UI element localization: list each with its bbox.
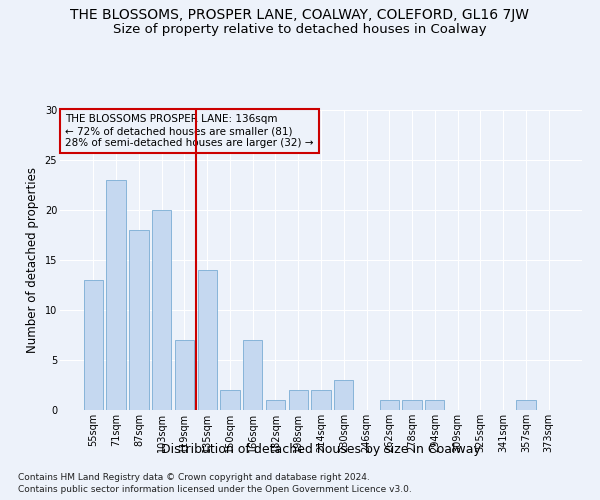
Bar	[311, 390, 331, 410]
Text: Distribution of detached houses by size in Coalway: Distribution of detached houses by size …	[161, 442, 481, 456]
Text: THE BLOSSOMS, PROSPER LANE, COALWAY, COLEFORD, GL16 7JW: THE BLOSSOMS, PROSPER LANE, COALWAY, COL…	[71, 8, 530, 22]
Bar	[289, 390, 308, 410]
Bar	[106, 180, 126, 410]
Bar	[175, 340, 194, 410]
Bar	[197, 270, 217, 410]
Bar	[220, 390, 239, 410]
Bar	[152, 210, 172, 410]
Bar	[403, 400, 422, 410]
Bar	[425, 400, 445, 410]
Bar	[243, 340, 262, 410]
Bar	[266, 400, 285, 410]
Text: THE BLOSSOMS PROSPER LANE: 136sqm
← 72% of detached houses are smaller (81)
28% : THE BLOSSOMS PROSPER LANE: 136sqm ← 72% …	[65, 114, 314, 148]
Text: Contains public sector information licensed under the Open Government Licence v3: Contains public sector information licen…	[18, 485, 412, 494]
Bar	[334, 380, 353, 410]
Text: Size of property relative to detached houses in Coalway: Size of property relative to detached ho…	[113, 22, 487, 36]
Bar	[380, 400, 399, 410]
Bar	[84, 280, 103, 410]
Bar	[516, 400, 536, 410]
Bar	[129, 230, 149, 410]
Text: Contains HM Land Registry data © Crown copyright and database right 2024.: Contains HM Land Registry data © Crown c…	[18, 472, 370, 482]
Y-axis label: Number of detached properties: Number of detached properties	[26, 167, 39, 353]
